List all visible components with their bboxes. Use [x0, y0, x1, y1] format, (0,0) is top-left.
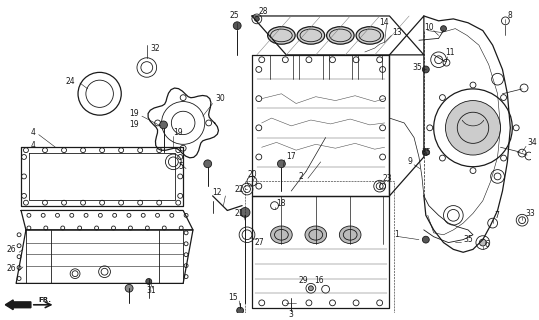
Text: 27: 27	[255, 238, 265, 247]
Text: 8: 8	[507, 12, 512, 20]
Text: 18: 18	[277, 199, 286, 208]
Circle shape	[125, 284, 133, 292]
Ellipse shape	[297, 27, 324, 44]
Text: 25: 25	[229, 12, 239, 20]
Circle shape	[240, 208, 250, 217]
Circle shape	[440, 26, 446, 32]
Circle shape	[254, 16, 259, 21]
Text: 20: 20	[247, 170, 257, 179]
Text: 33: 33	[525, 209, 535, 218]
Text: 7: 7	[495, 211, 500, 220]
Text: FR.: FR.	[39, 297, 52, 303]
Ellipse shape	[356, 27, 384, 44]
Text: 15: 15	[229, 293, 238, 302]
Text: 12: 12	[212, 188, 222, 197]
Text: 10: 10	[424, 23, 433, 32]
Text: 3: 3	[289, 310, 294, 319]
Text: 26: 26	[6, 264, 16, 273]
Text: 6: 6	[485, 240, 489, 249]
Text: 30: 30	[216, 94, 225, 103]
Text: 26: 26	[6, 245, 16, 254]
Circle shape	[146, 278, 151, 284]
Circle shape	[204, 160, 212, 168]
Text: 35: 35	[422, 148, 432, 156]
Text: 22: 22	[234, 185, 244, 194]
Text: 19: 19	[174, 128, 183, 137]
Text: 31: 31	[147, 286, 156, 295]
Text: 35: 35	[463, 235, 473, 244]
Text: 19: 19	[129, 120, 139, 129]
Ellipse shape	[268, 27, 295, 44]
Text: 9: 9	[407, 157, 412, 166]
Circle shape	[308, 286, 313, 291]
Circle shape	[237, 307, 244, 314]
Circle shape	[423, 149, 429, 156]
Text: 1: 1	[395, 230, 399, 239]
Text: 2: 2	[298, 172, 303, 181]
Text: 4: 4	[31, 128, 36, 137]
Text: 19: 19	[129, 109, 139, 118]
Text: 16: 16	[314, 276, 323, 285]
Text: 13: 13	[392, 28, 402, 37]
Text: 29: 29	[298, 276, 308, 285]
Ellipse shape	[327, 27, 354, 44]
Circle shape	[160, 121, 168, 129]
Circle shape	[278, 160, 285, 168]
Circle shape	[233, 22, 241, 29]
Text: 14: 14	[379, 18, 389, 27]
Circle shape	[445, 100, 501, 155]
Text: 17: 17	[286, 152, 296, 162]
Ellipse shape	[340, 226, 361, 244]
Text: 32: 32	[151, 44, 161, 52]
Ellipse shape	[305, 226, 327, 244]
Text: 5: 5	[178, 162, 183, 171]
Text: 4: 4	[31, 141, 36, 150]
FancyArrow shape	[5, 300, 31, 310]
Circle shape	[423, 236, 429, 243]
Text: 24: 24	[65, 76, 75, 86]
Text: 35: 35	[412, 63, 422, 72]
Circle shape	[479, 239, 486, 246]
Text: 23: 23	[383, 174, 392, 183]
Text: 34: 34	[527, 138, 537, 147]
Ellipse shape	[271, 226, 292, 244]
Circle shape	[423, 66, 429, 73]
Text: 21: 21	[234, 209, 244, 218]
Text: 28: 28	[259, 7, 268, 16]
Text: 11: 11	[445, 48, 455, 57]
